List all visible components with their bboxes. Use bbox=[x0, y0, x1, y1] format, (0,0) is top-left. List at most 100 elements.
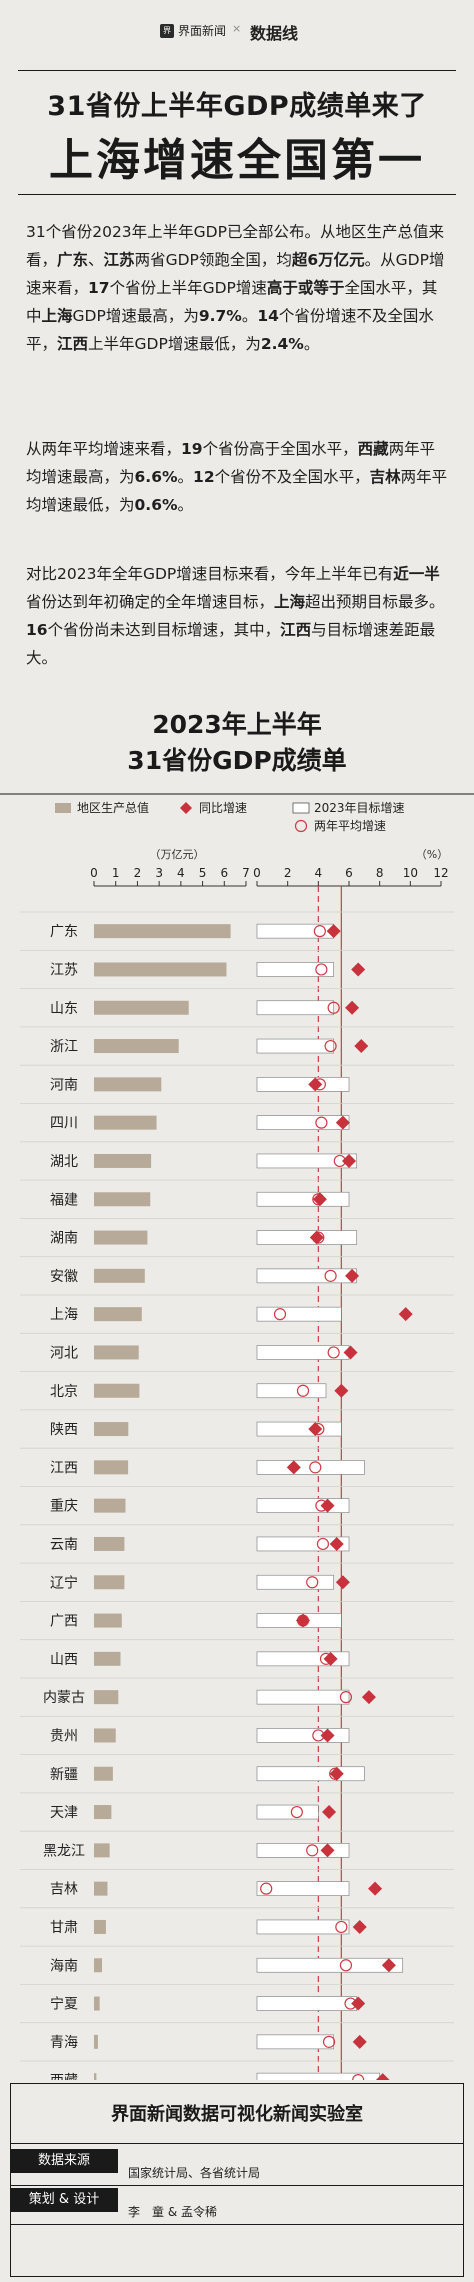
body-text: 个省份高于全国水平， bbox=[202, 440, 358, 458]
target-bar bbox=[256, 1804, 319, 1820]
highlight-text: 西藏 bbox=[357, 440, 389, 458]
gdp-bar bbox=[94, 1766, 113, 1781]
source-text: 国家统计局、各省统计局 bbox=[128, 2166, 261, 2180]
legend-gdp-label: 地区生产总值 bbox=[77, 800, 149, 815]
gdp-bar bbox=[94, 2034, 98, 2049]
legend-target-label: 2023年目标增速 bbox=[314, 801, 405, 815]
avg2y-marker bbox=[273, 1308, 287, 1321]
growth-marker bbox=[329, 1536, 344, 1551]
growth-marker bbox=[345, 1268, 360, 1283]
body-text: 两年平均增速最高，为 bbox=[26, 440, 436, 486]
body-text: 。 bbox=[177, 496, 194, 514]
province-label: 山东 bbox=[50, 1001, 78, 1017]
gdp-tick-label: 6 bbox=[220, 866, 228, 880]
province-label: 辽宁 bbox=[50, 1574, 78, 1591]
jiemian-brand: 界 界面新闻 bbox=[159, 22, 226, 39]
gdp-tick-label: 4 bbox=[177, 866, 185, 880]
gdp-tick-label: 1 bbox=[112, 866, 120, 880]
target-bar bbox=[256, 1728, 350, 1743]
footer-rule-1 bbox=[10, 2143, 464, 2144]
footer-rule-2 bbox=[10, 2185, 464, 2186]
body-text: GDP增速最高，为 bbox=[72, 307, 199, 325]
avg2y-marker bbox=[309, 1461, 322, 1474]
growth-marker bbox=[352, 1919, 367, 1934]
province-label: 新疆 bbox=[50, 1767, 78, 1783]
avg2y-marker bbox=[290, 1805, 303, 1819]
chart-title-line2: 31省份GDP成绩单 bbox=[127, 746, 347, 775]
target-bar bbox=[256, 1766, 365, 1782]
highlight-text: 0.6% bbox=[134, 496, 178, 514]
avg2y-marker bbox=[313, 925, 326, 938]
growth-tick-label: 2 bbox=[284, 866, 292, 880]
body-text: 个省份不及全国水平， bbox=[214, 468, 370, 486]
target-bar bbox=[256, 1498, 350, 1514]
target-bar bbox=[256, 962, 335, 977]
province-label: 广西 bbox=[50, 1614, 78, 1630]
body-text: 两省GDP领跑全国，均 bbox=[134, 251, 292, 269]
province-label: 四川 bbox=[50, 1116, 78, 1132]
province-label: 宁夏 bbox=[50, 1996, 78, 2013]
target-bar bbox=[256, 1077, 350, 1092]
gdp-tick-label: 7 bbox=[242, 866, 250, 880]
target-bar bbox=[256, 1536, 350, 1552]
growth-axis-unit: （%） bbox=[416, 848, 448, 861]
gdp-tick-label: 5 bbox=[199, 866, 207, 880]
gdp-bar bbox=[94, 1958, 103, 1973]
growth-marker bbox=[342, 1153, 356, 1168]
gdp-bar bbox=[94, 1728, 116, 1743]
target-bar bbox=[256, 2034, 335, 2050]
highlight-text: 16 bbox=[26, 621, 48, 639]
page-title-line1: 31省份上半年GDP成绩单来了 bbox=[47, 91, 427, 122]
intro-paragraph-1: 31个省份2023年上半年GDP已全部公布。从地区生产总值来看，广东、江苏两省G… bbox=[26, 218, 450, 358]
legend-growth-marker bbox=[180, 802, 192, 814]
gdp-bar bbox=[94, 1039, 179, 1054]
growth-marker bbox=[320, 1843, 335, 1858]
growth-marker bbox=[323, 1651, 338, 1666]
growth-marker bbox=[352, 2034, 367, 2049]
source-label: 数据来源 bbox=[10, 2149, 118, 2173]
gdp-bar bbox=[94, 1153, 152, 1168]
gdp-bar bbox=[94, 924, 231, 939]
target-bar bbox=[256, 1153, 358, 1169]
avg2y-marker bbox=[306, 1576, 319, 1589]
gdp-bar bbox=[94, 1651, 121, 1666]
gdp-bar bbox=[94, 1805, 112, 1820]
highlight-text: 高于或等于 bbox=[266, 279, 345, 297]
avg2y-marker bbox=[327, 1346, 340, 1359]
page-title-line2: 上海增速全国第一 bbox=[49, 135, 425, 186]
province-label: 山西 bbox=[50, 1652, 78, 1668]
growth-marker bbox=[329, 1766, 344, 1781]
credit-text: 李 童 & 孟令稀 bbox=[128, 2205, 217, 2219]
avg2y-marker bbox=[335, 1920, 348, 1934]
gdp-bar bbox=[94, 1881, 108, 1896]
gdp-bar bbox=[94, 1345, 139, 1360]
growth-marker bbox=[309, 1230, 324, 1245]
growth-marker bbox=[312, 1192, 327, 1207]
intro-paragraph-2: 从两年平均增速来看，19个省份高于全国水平，西藏两年平均增速最高，为6.6%。1… bbox=[26, 435, 450, 519]
growth-marker bbox=[308, 1077, 323, 1092]
gdp-bar bbox=[94, 1115, 157, 1130]
growth-marker bbox=[354, 1039, 369, 1054]
highlight-text: 广东 bbox=[57, 251, 89, 269]
body-text: 从两年平均增速来看， bbox=[26, 440, 182, 458]
legend-growth-label: 同比增速 bbox=[199, 801, 247, 815]
gdp-bar bbox=[94, 1077, 162, 1092]
header-rule-bottom bbox=[18, 194, 456, 195]
avg2y-marker bbox=[322, 2035, 336, 2048]
province-label: 河北 bbox=[50, 1345, 78, 1361]
avg2y-marker bbox=[296, 1384, 310, 1397]
body-text: 个省份上半年GDP增速 bbox=[109, 279, 267, 297]
growth-tick-label: 8 bbox=[376, 866, 384, 880]
body-text: 与目标增速差距最大。 bbox=[26, 621, 436, 667]
growth-marker bbox=[398, 1307, 413, 1322]
target-bar bbox=[256, 1919, 350, 1935]
gdp-bar bbox=[94, 1919, 106, 1934]
target-bar bbox=[256, 2072, 381, 2080]
province-label: 浙江 bbox=[50, 1039, 78, 1055]
gdp-bar bbox=[94, 1575, 125, 1590]
province-label: 陕西 bbox=[50, 1422, 78, 1438]
province-label: 重庆 bbox=[50, 1499, 78, 1515]
growth-marker bbox=[334, 1383, 349, 1398]
jiemian-brand-name: 界面新闻 bbox=[177, 24, 226, 38]
